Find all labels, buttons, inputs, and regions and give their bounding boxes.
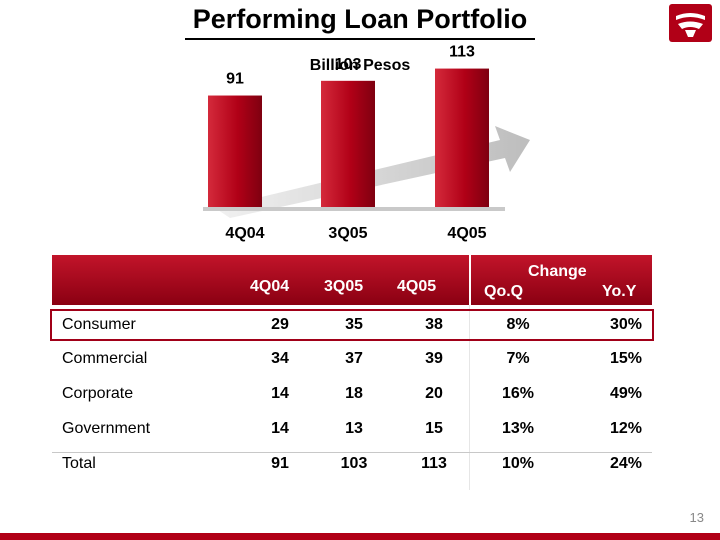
column-divider-body [469,305,470,490]
cell-q305: 35 [345,316,363,333]
table-row-consumer: Consumer 29 35 38 8% 30% [50,309,654,341]
column-divider [469,255,471,490]
tick-label-4q04: 4Q04 [225,225,264,242]
cell-qoq: 7% [506,350,530,367]
banorte-logo-icon [669,4,712,42]
data-label-4q04: 91 [226,71,244,88]
bar-4q05 [435,68,489,207]
title-underline [185,38,535,40]
logo-stroke-top [676,13,705,20]
cell-q404: 34 [271,350,289,367]
column-group-change: Change [528,263,587,280]
row-label: Total [62,455,96,472]
row-label: Commercial [62,350,148,367]
bar-chart: 91 4Q04 103 3Q05 113 4Q05 [203,44,530,242]
cell-q305: 13 [345,420,363,437]
cell-yoy: 24% [609,455,643,472]
cell-qoq: 10% [501,455,535,472]
total-separator [52,452,652,453]
cell-yoy: 49% [609,385,643,402]
cell-yoy: 30% [609,316,643,333]
cell-qoq: 13% [501,420,535,437]
footer-accent-bar [0,533,720,540]
column-header-4q05: 4Q05 [397,278,437,295]
column-header-4q04: 4Q04 [250,278,290,295]
logo-stroke-bottom [685,30,696,37]
cell-q404: 91 [271,455,289,472]
cell-q405: 113 [421,455,447,472]
page-title: Performing Loan Portfolio [192,4,528,34]
cell-q404: 14 [271,420,289,437]
chart-unit-label: Billion Pesos [309,57,411,74]
cell-q404: 14 [271,385,289,402]
cell-yoy: 15% [609,350,643,367]
cell-qoq: 16% [501,385,535,402]
table-header: 4Q04 3Q05 4Q05 Change Qo.Q Yo.Y [52,255,652,305]
cell-q305: 18 [345,385,363,402]
table-row-commercial: Commercial 34 37 39 7% 15% [52,345,652,373]
cell-q405: 20 [425,385,443,402]
table-row-corporate: Corporate 14 18 20 16% 49% [52,380,652,408]
row-label: Government [62,420,151,437]
column-header-3q05: 3Q05 [324,278,364,295]
row-label: Corporate [62,385,134,402]
tick-label-4q05: 4Q05 [447,225,486,242]
row-label: Consumer [62,316,136,333]
cell-q405: 38 [425,316,443,333]
cell-q404: 29 [271,316,289,333]
bar-3q05 [321,80,375,207]
data-label-3q05: 103 [335,56,362,73]
cell-q405: 39 [425,350,443,367]
cell-q305: 37 [345,350,363,367]
tick-label-3q05: 3Q05 [328,225,367,242]
table-row-total: Total 91 103 113 10% 24% [52,450,652,478]
cell-qoq: 8% [506,316,530,333]
column-header-qoq: Qo.Q [484,283,524,300]
page-number: 13 [689,510,704,525]
bar-4q04 [208,95,262,207]
logo-stroke-middle [678,21,703,29]
cell-yoy: 12% [609,420,643,437]
cell-q305: 103 [340,455,368,472]
column-header-yoy: Yo.Y [602,283,637,300]
cell-q405: 15 [425,420,443,437]
data-label-4q05: 113 [449,44,475,61]
table-row-government: Government 14 13 15 13% 12% [52,415,652,443]
